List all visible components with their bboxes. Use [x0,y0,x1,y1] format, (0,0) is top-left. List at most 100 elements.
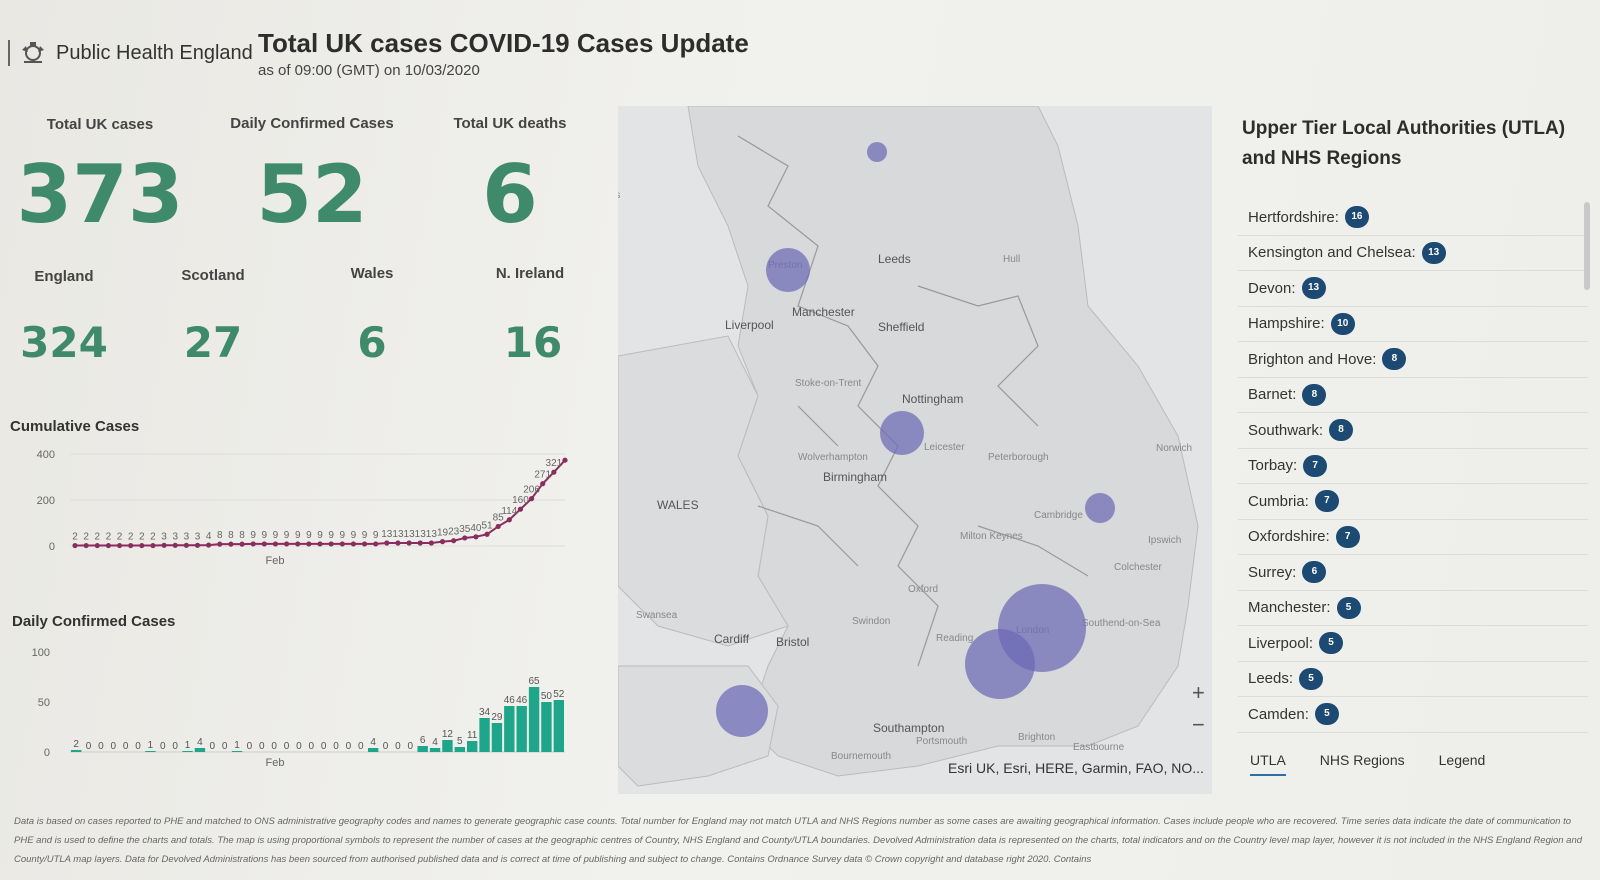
utla-list-item[interactable]: Surrey: 6 [1238,555,1588,591]
data-point[interactable] [239,541,245,547]
data-point[interactable] [428,540,434,546]
data-point[interactable] [506,517,512,523]
data-point[interactable] [283,541,290,547]
utla-list[interactable]: Hertfordshire: 16 Kensington and Chelsea: 1… [1238,200,1588,733]
daily-bar[interactable] [467,741,478,752]
data-point[interactable] [83,542,89,549]
data-point[interactable] [517,506,524,512]
tab-legend[interactable]: Legend [1438,752,1486,768]
uk-map[interactable]: PrestonLeedsHullLiverpoolManchesterSheff… [618,106,1212,794]
utla-list-item[interactable]: Oxfordshire: 7 [1238,520,1588,555]
utla-list-item[interactable]: Brighton and Hove: 8 [1238,342,1588,378]
data-point[interactable] [395,540,401,546]
data-point[interactable] [495,523,501,530]
daily-bar[interactable] [528,687,540,752]
case-bubble[interactable] [766,248,810,292]
data-point[interactable] [361,541,368,547]
daily-bar[interactable] [194,748,206,752]
utla-list-item[interactable]: Leeds: 5 [1238,662,1588,697]
daily-bar[interactable] [491,723,503,752]
data-point[interactable] [272,541,279,547]
daily-bar[interactable] [231,751,243,752]
data-point[interactable] [328,541,334,547]
bar-label: 0 [222,741,228,752]
data-point[interactable] [183,542,189,548]
data-point[interactable] [139,542,145,549]
zoom-out-button[interactable]: − [1192,712,1205,737]
data-label: 9 [306,530,312,541]
utla-list-item[interactable]: Kensington and Chelsea: 13 [1238,236,1588,271]
tab-utla[interactable]: UTLA [1250,752,1286,776]
daily-bar[interactable] [541,702,552,752]
case-bubble[interactable] [716,685,768,737]
data-point[interactable] [150,542,156,549]
daily-bar[interactable] [368,748,379,752]
case-bubble[interactable] [867,142,887,162]
data-point[interactable] [194,542,201,548]
data-point[interactable] [406,540,412,546]
daily-bar[interactable] [442,740,453,752]
utla-list-item[interactable]: Torbay: 7 [1238,449,1588,484]
data-point[interactable] [94,542,100,549]
daily-bar[interactable] [145,751,156,752]
data-label: 3 [184,531,190,542]
data-point[interactable] [295,541,301,547]
data-point[interactable] [373,541,379,547]
data-point[interactable] [172,542,178,548]
utla-list-item[interactable]: Hertfordshire: 16 [1238,200,1588,236]
data-point[interactable] [384,540,390,546]
data-point[interactable] [116,542,123,549]
data-point[interactable] [484,531,490,537]
data-point[interactable] [551,469,557,475]
utla-list-item[interactable]: Devon: 13 [1238,271,1588,307]
data-point[interactable] [317,541,323,547]
daily-bar[interactable] [516,706,527,752]
data-label: 206 [523,485,540,496]
data-point[interactable] [217,541,223,547]
data-point[interactable] [473,534,479,540]
data-point[interactable] [540,481,546,487]
data-point[interactable] [128,542,134,549]
data-point[interactable] [206,542,212,548]
daily-bar[interactable] [504,706,515,752]
utla-list-item[interactable]: Southwark: 8 [1238,413,1588,449]
y-tick-label: 100 [32,647,50,659]
data-point[interactable] [451,538,457,544]
data-point[interactable] [105,542,112,549]
data-point[interactable] [161,542,167,548]
case-count-badge: 5 [1314,703,1339,726]
utla-list-item[interactable]: Liverpool: 5 [1238,626,1588,662]
data-point[interactable] [439,539,446,545]
bar-label: 11 [467,730,478,741]
data-point[interactable] [261,541,267,547]
utla-list-item[interactable]: Barnet: 8 [1238,378,1588,413]
utla-list-item[interactable]: Cumbria: 7 [1238,484,1588,520]
tab-nhs-regions[interactable]: NHS Regions [1319,752,1405,768]
utla-list-item[interactable]: Hampshire: 10 [1238,307,1588,342]
daily-bar[interactable] [182,751,193,752]
data-point[interactable] [528,496,535,502]
daily-bar[interactable] [429,748,441,752]
utla-list-item[interactable]: Manchester: 5 [1238,591,1588,626]
daily-bar[interactable] [71,750,82,752]
daily-bar[interactable] [479,718,490,752]
utla-list-item[interactable]: Camden: 5 [1238,697,1588,733]
utla-list-scrollbar[interactable] [1584,202,1590,290]
daily-bar[interactable] [417,746,428,752]
data-point[interactable] [339,541,345,547]
daily-bar[interactable] [553,700,564,752]
data-point[interactable] [250,541,256,547]
data-point[interactable] [228,541,234,547]
zoom-in-button[interactable]: + [1192,680,1205,705]
data-point[interactable] [562,457,568,463]
data-point[interactable] [306,541,312,547]
daily-bar[interactable] [454,747,465,752]
data-point[interactable] [350,541,357,547]
case-bubble[interactable] [1085,493,1115,523]
case-bubble[interactable] [880,411,924,455]
data-point[interactable] [462,535,468,541]
data-label: 9 [295,530,301,541]
case-bubble[interactable] [965,629,1035,699]
data-point[interactable] [72,542,78,549]
data-point[interactable] [417,540,423,546]
